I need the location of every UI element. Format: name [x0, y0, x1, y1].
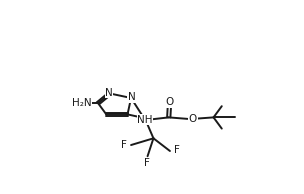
- Text: F: F: [144, 158, 150, 168]
- Text: H₂N: H₂N: [72, 98, 92, 108]
- Text: NH: NH: [137, 115, 153, 125]
- Text: F: F: [121, 140, 127, 150]
- Text: N: N: [105, 88, 113, 98]
- Text: O: O: [189, 114, 197, 124]
- Text: O: O: [165, 97, 174, 107]
- Text: F: F: [174, 145, 180, 155]
- Text: N: N: [128, 92, 135, 102]
